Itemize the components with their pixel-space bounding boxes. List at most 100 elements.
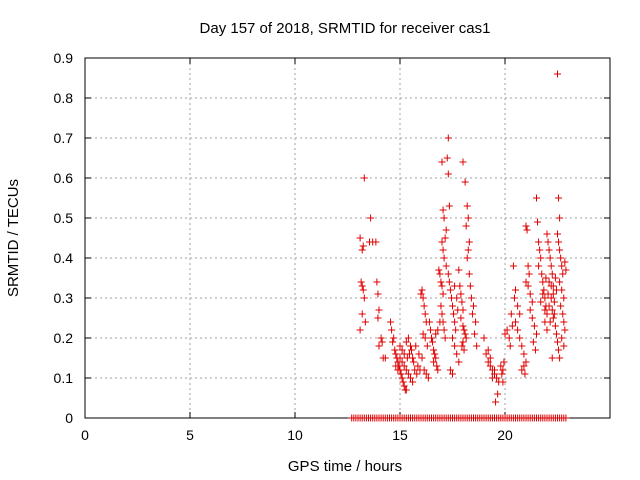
y-tick-label: 0.4	[54, 250, 74, 266]
data-point	[434, 366, 442, 374]
data-point	[560, 294, 568, 302]
data-point	[439, 246, 447, 254]
data-point	[358, 310, 366, 318]
data-point	[396, 342, 404, 350]
data-point	[446, 366, 454, 374]
data-point	[430, 346, 438, 354]
data-point	[534, 218, 542, 226]
data-point	[442, 226, 450, 234]
data-point	[510, 294, 518, 302]
data-point	[438, 238, 446, 246]
data-point	[463, 202, 471, 210]
data-point	[549, 314, 557, 322]
data-point	[544, 238, 552, 246]
data-point	[435, 266, 443, 274]
data-point	[441, 334, 449, 342]
data-point	[541, 306, 549, 314]
data-point	[468, 310, 476, 318]
data-point	[445, 278, 453, 286]
data-point	[559, 310, 567, 318]
data-point	[444, 134, 452, 142]
data-point	[492, 398, 500, 406]
data-point	[462, 222, 470, 230]
data-point	[418, 354, 426, 362]
data-point	[451, 282, 459, 290]
data-point	[419, 330, 427, 338]
data-point	[488, 374, 496, 382]
data-point	[367, 214, 375, 222]
data-point	[445, 202, 453, 210]
data-point	[528, 298, 536, 306]
data-point	[486, 354, 494, 362]
data-point	[544, 290, 552, 298]
data-point	[356, 326, 364, 334]
x-axis-label: GPS time / hours	[288, 458, 402, 475]
data-point	[516, 334, 524, 342]
data-point	[518, 366, 526, 374]
data-point	[358, 282, 366, 290]
data-point	[514, 326, 522, 334]
data-point	[374, 290, 382, 298]
data-point	[545, 278, 553, 286]
data-point	[378, 338, 386, 346]
data-point	[408, 346, 416, 354]
data-point	[421, 310, 429, 318]
data-point	[457, 314, 465, 322]
data-point	[555, 194, 563, 202]
data-point	[449, 334, 456, 342]
data-point	[423, 342, 431, 350]
data-point	[451, 342, 459, 350]
data-point	[531, 346, 539, 354]
data-point	[546, 254, 554, 262]
data-point	[562, 266, 570, 274]
data-point	[420, 366, 428, 374]
data-point	[399, 378, 407, 386]
x-tick-label: 0	[81, 427, 89, 443]
data-point	[557, 254, 565, 262]
data-point	[540, 286, 548, 294]
data-point	[551, 274, 559, 282]
data-point	[360, 294, 368, 302]
data-point	[471, 330, 479, 338]
data-point	[453, 350, 461, 358]
data-point	[466, 282, 474, 290]
data-point	[392, 350, 400, 358]
y-tick-label: 0.6	[54, 170, 74, 186]
data-point	[443, 154, 451, 162]
data-point	[420, 302, 428, 310]
data-point	[409, 378, 417, 386]
chart-title: Day 157 of 2018, SRMTID for receiver cas…	[200, 20, 491, 37]
data-point	[561, 258, 569, 266]
data-point	[452, 326, 460, 334]
data-point	[440, 326, 448, 334]
data-point	[542, 274, 550, 282]
data-point	[450, 310, 458, 318]
data-point	[459, 338, 467, 346]
data-point	[545, 302, 553, 310]
y-tick-label: 0.1	[54, 370, 74, 386]
data-point	[438, 158, 446, 166]
data-point	[522, 278, 530, 286]
x-axis: 0 5 10 15 20	[81, 58, 513, 443]
data-point	[377, 334, 385, 342]
grid	[85, 58, 610, 418]
data-point	[441, 234, 449, 242]
data-point	[486, 362, 494, 370]
data-point	[524, 282, 532, 290]
data-point	[409, 354, 417, 362]
data-point	[547, 294, 555, 302]
data-point	[424, 374, 432, 382]
data-point	[556, 246, 564, 254]
data-point	[512, 286, 519, 294]
data-point	[444, 270, 452, 278]
data-point	[415, 350, 423, 358]
data-point	[431, 350, 439, 358]
data-point	[530, 322, 538, 330]
data-point	[543, 310, 551, 318]
data-point	[465, 270, 473, 278]
data-point	[547, 262, 555, 270]
data-point	[414, 362, 422, 370]
data-point	[432, 354, 440, 362]
data-point	[429, 338, 437, 346]
data-point	[428, 334, 435, 342]
